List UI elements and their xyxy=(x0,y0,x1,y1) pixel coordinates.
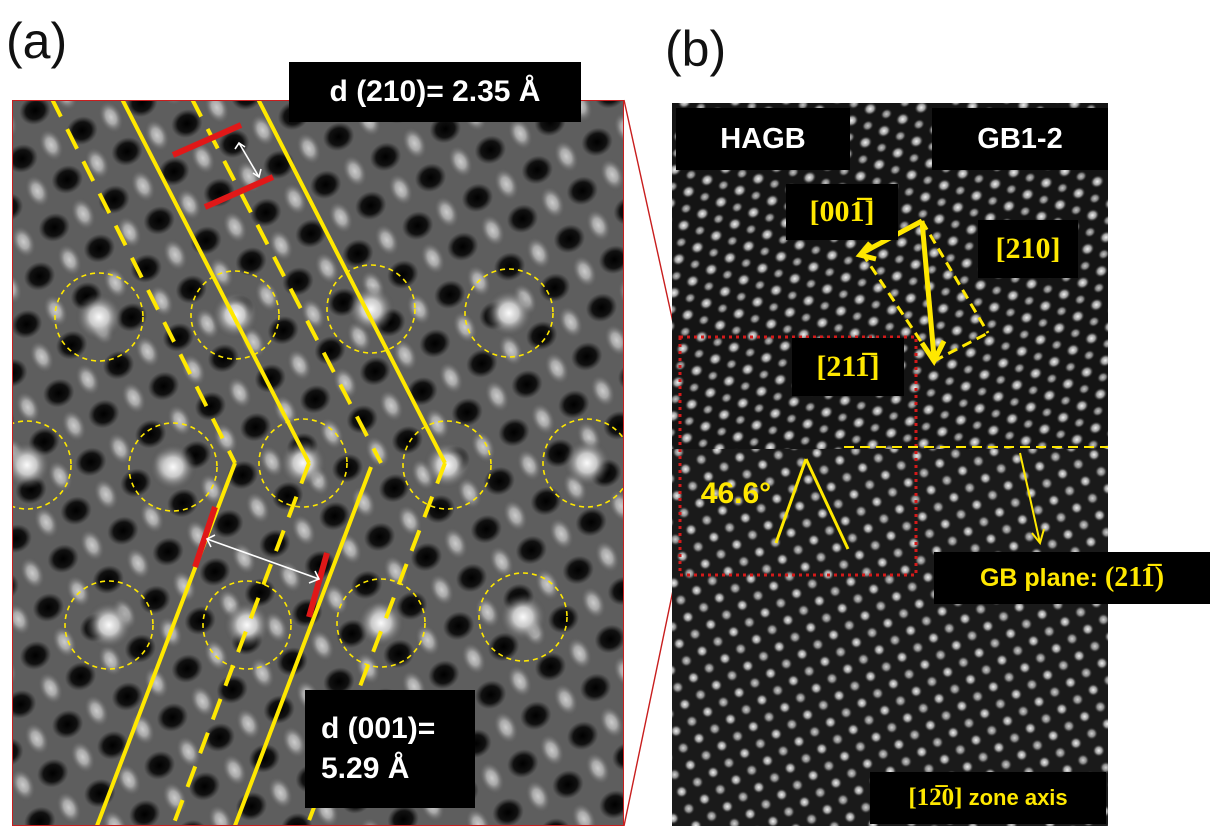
direction-210-label: [210] xyxy=(978,220,1078,278)
gb-plane-label: GB plane: (211̅) xyxy=(934,552,1210,604)
gb12-label: GB1-2 xyxy=(932,108,1108,170)
hagb-label: HAGB xyxy=(676,108,850,170)
panel-label-a: (a) xyxy=(6,13,68,69)
d001-label: d (001)= 5.29 Å xyxy=(305,690,475,808)
direction-001bar-label: [001̅] xyxy=(786,184,898,240)
gb-plane-index: (211̅) xyxy=(1104,562,1165,593)
direction-211bar-label: [211̅] xyxy=(792,338,904,396)
panel-label-b: (b) xyxy=(665,21,727,77)
misorientation-angle: 46.6° xyxy=(700,477,772,510)
d001-label-line2: 5.29 Å xyxy=(321,752,410,785)
d210-label: d (210)= 2.35 Å xyxy=(289,62,581,122)
zone-axis-index: [12̅0] xyxy=(908,784,963,811)
d001-label-line1: d (001)= xyxy=(321,712,436,745)
zone-axis-label: [12̅0] zone axis xyxy=(870,772,1106,824)
zone-axis-suffix: zone axis xyxy=(962,785,1068,810)
gb-plane-prefix: GB plane: xyxy=(979,563,1105,592)
